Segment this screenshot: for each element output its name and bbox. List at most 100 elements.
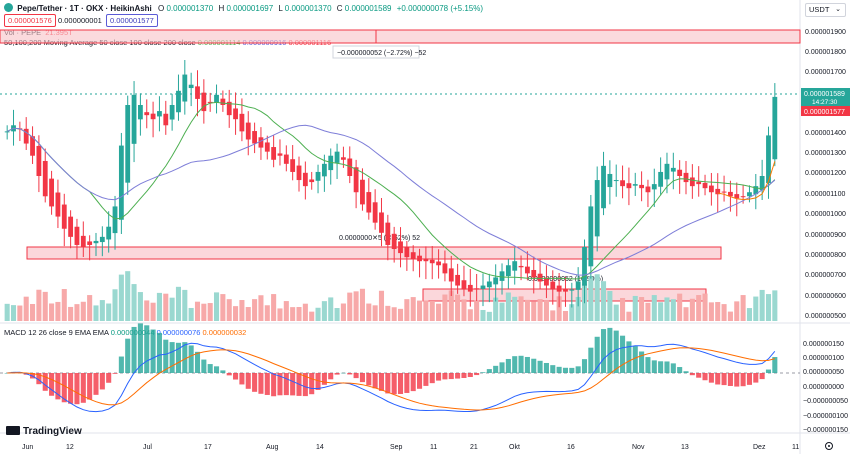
candle-body <box>385 222 391 245</box>
macd-axis[interactable]: 0.000000150 0.000000100 0.000000050 0.00… <box>803 341 848 434</box>
candle-body <box>607 173 613 188</box>
price-tick: 0.000000800 <box>805 252 846 259</box>
macd-hist-bar <box>639 351 645 373</box>
volume-bar <box>296 306 302 321</box>
candle-body <box>23 128 29 144</box>
macd-tick: 0.000000050 <box>803 369 844 376</box>
buy-price-button[interactable]: 0.000001577 <box>106 14 158 27</box>
volume-bar <box>588 276 594 321</box>
chevron-down-icon: ⌄ <box>835 6 841 13</box>
volume-bar <box>651 295 657 321</box>
volume-bar <box>4 303 10 321</box>
candle-body <box>321 163 327 177</box>
price-tick: 0.000001000 <box>805 211 846 218</box>
volume-bar <box>283 301 289 321</box>
candle-body <box>594 180 600 237</box>
macd-hist-bar <box>689 373 695 376</box>
bid-price-badge: 0.000001577 <box>801 106 850 116</box>
macd-hist-bar <box>68 373 74 404</box>
tradingview-logo[interactable]: TradingView <box>6 426 82 437</box>
volume-bar <box>156 292 162 321</box>
macd-hist-bar <box>290 373 296 396</box>
volume-bar <box>30 303 36 321</box>
candle-body <box>766 135 771 184</box>
ohlc-open-key: O <box>158 4 165 13</box>
volume-bar <box>201 303 207 321</box>
candle-body <box>480 285 486 289</box>
volume-bar <box>106 303 112 321</box>
time-tick: 17 <box>204 444 212 451</box>
macd-hist-bar <box>772 357 778 373</box>
macd-hist-bar <box>36 373 42 385</box>
time-tick: 11 <box>792 444 799 451</box>
candle-body <box>4 131 10 133</box>
price-axis[interactable]: 0.000001900 0.000001800 0.000001700 0.00… <box>805 29 846 320</box>
volume-bar <box>245 307 251 321</box>
macd-hist-bar <box>150 329 156 373</box>
candle-body <box>505 265 511 277</box>
candle-body <box>556 285 562 292</box>
time-axis[interactable]: Jun 12 Jul 17 Aug 14 Sep 11 21 Okt 16 No… <box>22 444 799 451</box>
currency-selector[interactable]: USDT ⌄ <box>805 3 846 17</box>
volume-bar <box>233 306 239 321</box>
macd-hist-bar <box>340 372 346 374</box>
macd-hist-bar <box>321 373 327 385</box>
macd-hist-bar <box>537 360 543 373</box>
settings-gear-icon[interactable] <box>825 442 833 450</box>
macd-hist-bar <box>429 373 435 384</box>
candle-body <box>613 180 619 182</box>
candle-body <box>658 171 664 187</box>
macd-hist-bar <box>664 361 670 373</box>
sell-price-button[interactable]: 0.000001576 <box>4 14 56 27</box>
volume-bar <box>734 301 740 321</box>
volume-bar <box>620 297 626 321</box>
volume-bar <box>696 295 702 321</box>
candle-body <box>740 196 746 198</box>
support-zone-upper[interactable] <box>26 246 722 260</box>
macd-hist-bar <box>531 358 537 373</box>
volume-bar <box>36 289 42 321</box>
macd-hist-bar <box>645 357 651 373</box>
macd-hist-bar <box>708 373 714 383</box>
volume-bar <box>309 311 315 321</box>
volume-bar <box>493 297 499 321</box>
macd-label: MACD 12 26 close 9 EMA EMA <box>4 328 109 337</box>
resistance-zone[interactable] <box>0 29 801 44</box>
symbol-title[interactable]: Pepe/Tether · 1T · OKX · HeikinAshi <box>17 4 152 13</box>
candle-body <box>125 105 131 183</box>
volume-bar <box>746 308 752 321</box>
candle-body <box>632 184 638 186</box>
candle-body <box>137 105 143 120</box>
macd-tick: 0.000000000 <box>803 384 844 391</box>
candle-body <box>759 176 765 191</box>
candle-body <box>728 191 733 197</box>
macd-tick: −0.000000150 <box>803 427 848 434</box>
volume-bar <box>93 305 99 321</box>
range-label-top: −0.000000052 (−2.72%) −52 <box>332 45 426 59</box>
volume-bar <box>594 274 600 321</box>
candle-body <box>651 184 657 190</box>
volume-bar <box>137 292 143 321</box>
candlesticks[interactable] <box>4 59 778 308</box>
volume-bar <box>505 292 511 321</box>
volume-bar <box>302 303 308 321</box>
volume-bars <box>4 271 778 321</box>
macd-hist-bar <box>486 369 492 373</box>
price-tick: 0.000000600 <box>805 293 846 300</box>
ohlc-high-key: H <box>218 4 225 13</box>
volume-bar <box>144 300 150 321</box>
volume-bar <box>169 297 175 321</box>
candle-body <box>429 259 435 264</box>
volume-bar <box>347 292 353 321</box>
candle-body <box>201 92 207 112</box>
macd-hist-bar <box>118 356 124 373</box>
ma200-line <box>717 161 776 201</box>
candle-body <box>49 178 54 207</box>
volume-bar <box>499 302 505 321</box>
volume-bar <box>467 309 473 321</box>
volume-bar <box>569 304 575 321</box>
candle-body <box>391 233 397 250</box>
candle-body <box>696 181 702 185</box>
macd-hist-bar <box>600 329 607 373</box>
